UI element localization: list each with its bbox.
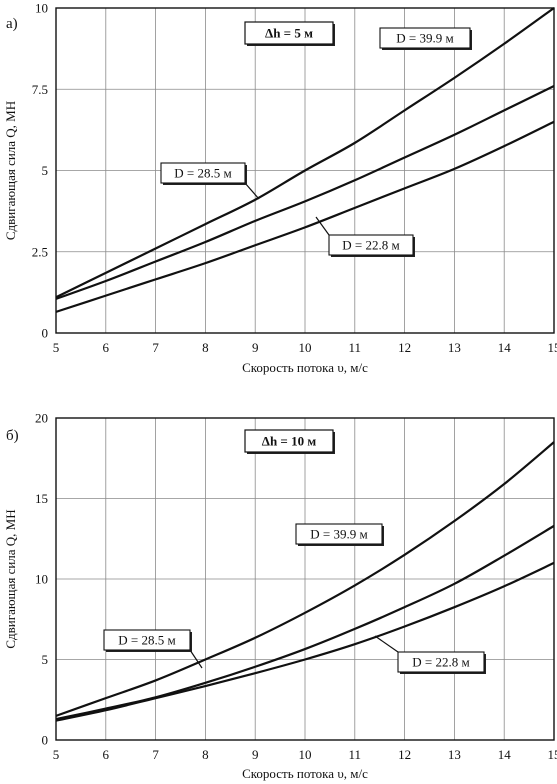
series-label-1: D = 28.5 м xyxy=(118,633,175,648)
y-tick-label: 0 xyxy=(42,733,49,748)
series-label-box xyxy=(295,523,383,545)
series-label-leader xyxy=(315,216,330,236)
chart-panel-a: 5 6 7 8 9 10 11 12 13 14 15 0 2.5 5 7.5 10 Скорость пото… xyxy=(3,1,557,376)
x-tick-label: 5 xyxy=(53,747,60,762)
y-tick-label: 7.5 xyxy=(32,82,48,97)
series-line-1 xyxy=(55,85,555,300)
x-tick-label: 12 xyxy=(398,340,411,355)
x-tick-label: 11 xyxy=(349,747,362,762)
y-axis-title: Сдвигающая сила Q, МН xyxy=(3,101,18,240)
x-tick-label: 11 xyxy=(349,340,362,355)
series-label-leader xyxy=(244,182,260,200)
x-tick-label: 14 xyxy=(498,340,512,355)
x-tick-label: 13 xyxy=(448,747,461,762)
series-lines xyxy=(55,441,555,722)
y-tick-label: 10 xyxy=(35,572,48,587)
plot-frame xyxy=(55,7,555,334)
x-tick-label: 6 xyxy=(103,747,110,762)
y-tick-label: 20 xyxy=(35,411,48,426)
annotation-text: Δh = 10 м xyxy=(262,434,317,449)
x-tick-label: 9 xyxy=(252,340,259,355)
x-tick-label: 15 xyxy=(548,340,557,355)
series-label-box xyxy=(103,629,191,651)
y-tick-labels: 0 5 10 15 20 xyxy=(35,411,48,748)
x-tick-label: 12 xyxy=(398,747,411,762)
x-tick-labels: 5 6 7 8 9 10 11 12 13 14 15 xyxy=(53,747,557,762)
series-label-2: D = 22.8 м xyxy=(342,238,399,253)
series-label-0: D = 39.9 м xyxy=(310,527,367,542)
series-label-1: D = 28.5 м xyxy=(174,166,231,181)
series-label-2: D = 22.8 м xyxy=(412,655,469,670)
series-label-box xyxy=(397,651,485,673)
x-axis-title: Скорость потока υ, м/с xyxy=(242,360,368,375)
series-line-0 xyxy=(55,7,555,299)
x-tick-label: 8 xyxy=(202,340,209,355)
y-tick-label: 0 xyxy=(42,326,49,341)
x-tick-label: 13 xyxy=(448,340,461,355)
y-tick-label: 15 xyxy=(35,491,48,506)
series-label-box xyxy=(160,162,246,184)
x-tick-label: 9 xyxy=(252,747,259,762)
panel-label: а) xyxy=(6,16,18,32)
y-tick-label: 5 xyxy=(42,652,49,667)
series-labels: D = 39.9 м D = 28.5 м D = 22.8 м xyxy=(103,523,486,674)
annotation-box xyxy=(244,429,334,453)
x-tick-label: 15 xyxy=(548,747,557,762)
annotation-text: Δh = 5 м xyxy=(265,26,313,41)
series-line-2 xyxy=(55,561,555,722)
series-labels: D = 39.9 м D = 28.5 м D = 22.8 м xyxy=(160,27,472,257)
x-tick-label: 10 xyxy=(299,747,312,762)
x-tick-label: 10 xyxy=(299,340,312,355)
series-label-0: D = 39.9 м xyxy=(396,31,453,46)
series-label-box xyxy=(328,234,414,256)
series-label-leader xyxy=(189,649,203,669)
series-label-leader xyxy=(374,635,399,653)
series-label-box xyxy=(379,27,471,49)
x-tick-label: 7 xyxy=(152,747,159,762)
x-tick-label: 14 xyxy=(498,747,512,762)
series-line-2 xyxy=(55,120,555,313)
x-axis-title: Скорость потока υ, м/с xyxy=(242,766,368,781)
x-tick-labels: 5 6 7 8 9 10 11 12 13 14 15 xyxy=(53,340,557,355)
y-tick-labels: 0 2.5 5 7.5 10 xyxy=(32,1,48,341)
x-tick-label: 8 xyxy=(202,747,209,762)
gridlines xyxy=(55,417,555,741)
chart-panel-b: 5678910111213141505101520Скорость потока… xyxy=(3,411,557,782)
annotation-box xyxy=(244,21,334,45)
plot-frame xyxy=(55,417,555,741)
panel-label: б) xyxy=(6,428,19,444)
series-lines xyxy=(55,7,555,313)
x-tick-label: 7 xyxy=(152,340,159,355)
y-tick-label: 2.5 xyxy=(32,244,48,259)
series-line-0 xyxy=(55,441,555,717)
y-tick-label: 5 xyxy=(42,163,49,178)
x-tick-label: 5 xyxy=(53,340,60,355)
x-tick-label: 6 xyxy=(103,340,110,355)
y-tick-label: 10 xyxy=(35,1,48,16)
y-axis-title: Сдвигающая сила Q, МН xyxy=(3,509,18,648)
